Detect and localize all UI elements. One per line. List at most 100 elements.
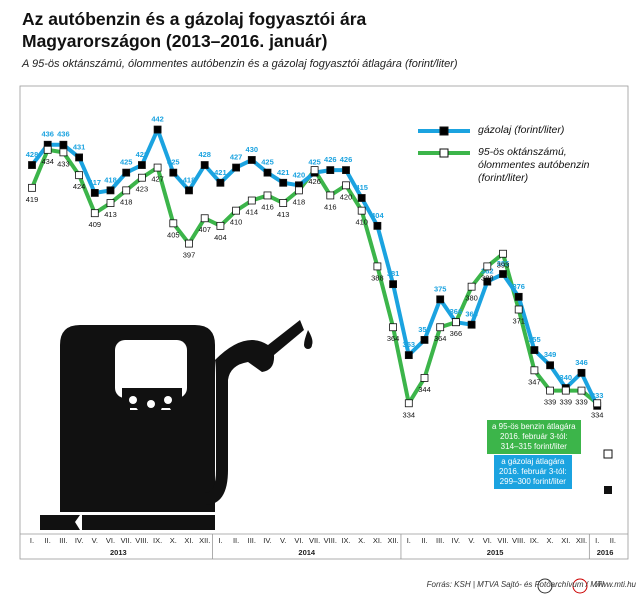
point-marker: [232, 163, 241, 172]
value-label: 409: [89, 220, 102, 229]
point-marker: [247, 196, 256, 205]
value-label: 428: [136, 150, 149, 159]
value-label: 410: [355, 218, 368, 227]
value-label: 388: [481, 273, 494, 282]
value-label: 425: [167, 158, 180, 167]
point-marker: [404, 351, 413, 360]
x-tick-label: VIII.: [512, 536, 525, 545]
x-tick-label: X.: [358, 536, 365, 545]
point-marker: [577, 368, 586, 377]
value-label: 404: [214, 233, 227, 242]
value-label: 365: [465, 310, 478, 319]
x-tick-label: III.: [248, 536, 256, 545]
x-tick-label: I.: [30, 536, 34, 545]
x-tick-label: VI.: [483, 536, 492, 545]
value-label: 418: [120, 197, 133, 206]
value-label: 420: [293, 170, 306, 179]
value-label: 433: [57, 159, 70, 168]
value-label: 388: [371, 273, 384, 282]
point-marker: [247, 156, 256, 164]
point-marker: [232, 206, 241, 215]
point-marker: [342, 166, 350, 175]
point-marker: [106, 199, 115, 207]
point-marker: [294, 186, 303, 195]
value-label: 346: [575, 358, 588, 367]
point-marker: [483, 262, 492, 271]
value-label: 425: [120, 158, 133, 167]
point-marker: [279, 178, 288, 187]
value-label: 339: [560, 398, 573, 407]
point-marker: [546, 386, 554, 395]
annotation: a gázolaj átlagára 2016. február 3-tól: …: [494, 455, 572, 489]
point-marker: [185, 186, 193, 195]
x-tick-label: V.: [92, 536, 98, 545]
point-marker: [106, 186, 115, 195]
point-marker: [404, 399, 413, 408]
point-marker: [342, 181, 350, 190]
forecast-marker: [604, 486, 612, 494]
value-label: 415: [355, 183, 368, 192]
value-label: 428: [198, 150, 211, 159]
value-label: 347: [528, 377, 541, 386]
x-tick-label: I.: [407, 536, 411, 545]
point-marker: [514, 292, 523, 301]
x-tick-label: V.: [468, 536, 474, 545]
value-label: 418: [183, 175, 196, 184]
value-label: 416: [324, 202, 337, 211]
point-marker: [357, 194, 366, 202]
point-marker: [530, 346, 539, 354]
point-marker: [28, 183, 36, 192]
value-label: 376: [512, 282, 525, 291]
x-tick-label: IX.: [153, 536, 162, 545]
point-marker: [499, 249, 507, 258]
point-marker: [326, 191, 335, 200]
point-marker: [467, 282, 476, 291]
point-marker: [436, 323, 445, 332]
value-label: 339: [575, 398, 588, 407]
value-label: 442: [151, 115, 164, 124]
x-tick-label: II.: [421, 536, 427, 545]
forecast-marker: [603, 449, 613, 459]
x-tick-label: XI.: [561, 536, 570, 545]
value-label: 353: [403, 340, 416, 349]
point-marker: [420, 374, 429, 382]
point-marker: [279, 199, 288, 207]
point-marker: [577, 386, 586, 395]
chart-subtitle: A 95-ös oktánszámú, ólommentes autóbenzi…: [22, 58, 458, 70]
x-tick-label: IX.: [341, 536, 350, 545]
value-label: 421: [214, 168, 227, 177]
value-label: 366: [450, 329, 463, 338]
x-tick-label: VII.: [497, 536, 508, 545]
x-tick-label: XII.: [199, 536, 210, 545]
point-marker: [593, 399, 602, 408]
value-label: 428: [26, 150, 39, 159]
x-tick-label: VIII.: [324, 536, 337, 545]
point-marker: [122, 186, 131, 195]
value-label: 427: [151, 175, 164, 184]
value-label: 339: [544, 398, 557, 407]
year-label: 2015: [487, 548, 504, 557]
value-label: 421: [277, 168, 290, 177]
point-marker: [263, 191, 272, 200]
x-tick-label: VI.: [294, 536, 303, 545]
x-tick-label: X.: [547, 536, 554, 545]
point-marker: [499, 270, 507, 278]
point-marker: [357, 206, 366, 215]
frame: [19, 85, 629, 560]
point-marker: [90, 209, 99, 218]
point-marker: [137, 161, 146, 169]
value-label: 425: [308, 158, 321, 167]
value-label: 410: [230, 218, 243, 227]
point-marker: [326, 166, 335, 175]
value-label: 425: [261, 158, 274, 167]
value-label: 381: [387, 269, 400, 278]
value-label: 426: [324, 155, 337, 164]
legend-label: 95-ös oktánszámú, ólommentes autóbenzin …: [478, 146, 590, 184]
x-tick-label: II.: [610, 536, 616, 545]
year-label: 2013: [110, 548, 127, 557]
value-label: 371: [512, 316, 525, 325]
x-tick-label: III.: [436, 536, 444, 545]
x-tick-label: II.: [233, 536, 239, 545]
value-label: 405: [167, 230, 180, 239]
